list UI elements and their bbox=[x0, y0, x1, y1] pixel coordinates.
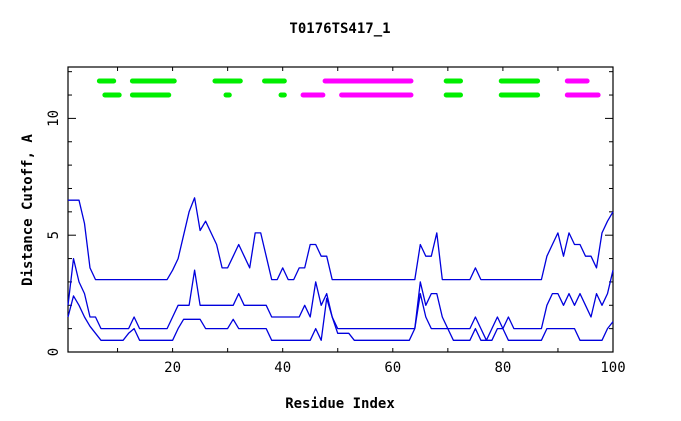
x-tick-label: 20 bbox=[164, 360, 181, 376]
series-line-1 bbox=[68, 197, 614, 281]
x-axis: 20 40 60 80 100 bbox=[117, 67, 626, 376]
y-tick-label: 0 bbox=[46, 348, 62, 356]
y-axis-label: Distance Cutoff, A bbox=[20, 134, 36, 286]
x-tick-label: 80 bbox=[494, 360, 511, 376]
plot-frame bbox=[67, 66, 614, 353]
x-axis-label: Residue Index bbox=[285, 396, 395, 412]
y-axis: 0 5 10 bbox=[46, 71, 613, 356]
y-tick-label: 10 bbox=[46, 110, 62, 127]
x-tick-label: 60 bbox=[384, 360, 401, 376]
chart-title: T0176TS417_1 bbox=[289, 21, 390, 37]
y-tick-label: 5 bbox=[46, 231, 62, 239]
x-tick-label: 40 bbox=[274, 360, 291, 376]
distance-series bbox=[67, 197, 614, 341]
series-line-2 bbox=[67, 257, 614, 341]
secondary-structure-bars bbox=[96, 78, 601, 98]
series-line-3 bbox=[67, 292, 614, 341]
x-tick-label: 100 bbox=[600, 360, 625, 376]
